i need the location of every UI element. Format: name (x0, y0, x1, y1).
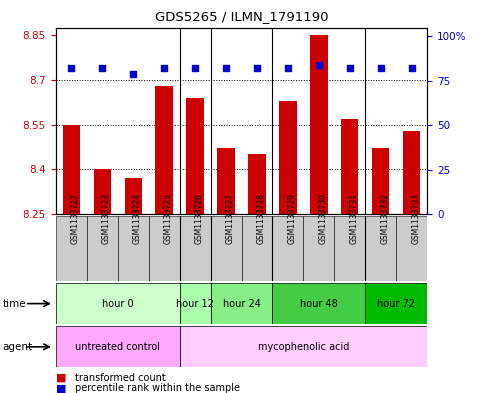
Text: percentile rank within the sample: percentile rank within the sample (75, 383, 240, 393)
Bar (117, 216, 149, 281)
Bar (303, 216, 334, 281)
Text: GSM1133732: GSM1133732 (381, 193, 390, 244)
Text: agent: agent (2, 342, 32, 352)
Text: hour 0: hour 0 (102, 299, 133, 309)
Text: GSM1133733: GSM1133733 (412, 193, 421, 244)
Text: mycophenolic acid: mycophenolic acid (258, 342, 349, 352)
Bar (156, 86, 172, 214)
Bar (397, 216, 427, 281)
Point (253, 65, 261, 72)
Text: GSM1133731: GSM1133731 (350, 193, 359, 244)
Bar (180, 283, 211, 324)
Text: GSM1133726: GSM1133726 (195, 193, 204, 244)
Bar (149, 216, 180, 281)
Text: GSM1133728: GSM1133728 (257, 193, 266, 244)
Bar (280, 101, 297, 214)
Point (222, 65, 230, 72)
Bar (125, 178, 142, 214)
Point (408, 65, 416, 72)
Point (160, 65, 168, 72)
Text: hour 48: hour 48 (300, 299, 338, 309)
Text: GSM1133730: GSM1133730 (319, 193, 328, 244)
Text: untreated control: untreated control (75, 342, 160, 352)
Point (377, 65, 385, 72)
Bar (366, 283, 427, 324)
Bar (180, 326, 427, 367)
Text: GSM1133725: GSM1133725 (164, 193, 173, 244)
Point (129, 71, 137, 77)
Bar (334, 216, 366, 281)
Bar (56, 283, 180, 324)
Text: GSM1133729: GSM1133729 (288, 193, 297, 244)
Text: GDS5265 / ILMN_1791190: GDS5265 / ILMN_1791190 (155, 10, 328, 23)
Bar (248, 154, 266, 214)
Bar (272, 283, 366, 324)
Text: GSM1133723: GSM1133723 (102, 193, 111, 244)
Bar (341, 119, 358, 214)
Text: ■: ■ (56, 373, 66, 383)
Point (191, 65, 199, 72)
Text: transformed count: transformed count (75, 373, 166, 383)
Bar (372, 149, 389, 214)
Text: hour 12: hour 12 (176, 299, 214, 309)
Bar (242, 216, 272, 281)
Point (346, 65, 354, 72)
Point (284, 65, 292, 72)
Bar (272, 216, 303, 281)
Bar (56, 326, 180, 367)
Bar (211, 283, 272, 324)
Bar (62, 125, 80, 214)
Bar (403, 130, 421, 214)
Text: time: time (2, 299, 26, 309)
Bar (217, 149, 235, 214)
Bar (366, 216, 397, 281)
Text: GSM1133724: GSM1133724 (133, 193, 142, 244)
Bar (186, 98, 203, 214)
Point (98, 65, 106, 72)
Text: GSM1133722: GSM1133722 (71, 193, 80, 244)
Bar (211, 216, 242, 281)
Bar (56, 216, 86, 281)
Bar (311, 35, 327, 214)
Point (67, 65, 75, 72)
Bar (180, 216, 211, 281)
Point (315, 62, 323, 68)
Text: hour 24: hour 24 (223, 299, 260, 309)
Bar (86, 216, 117, 281)
Bar (94, 169, 111, 214)
Text: hour 72: hour 72 (377, 299, 415, 309)
Text: ■: ■ (56, 383, 66, 393)
Text: GSM1133727: GSM1133727 (226, 193, 235, 244)
